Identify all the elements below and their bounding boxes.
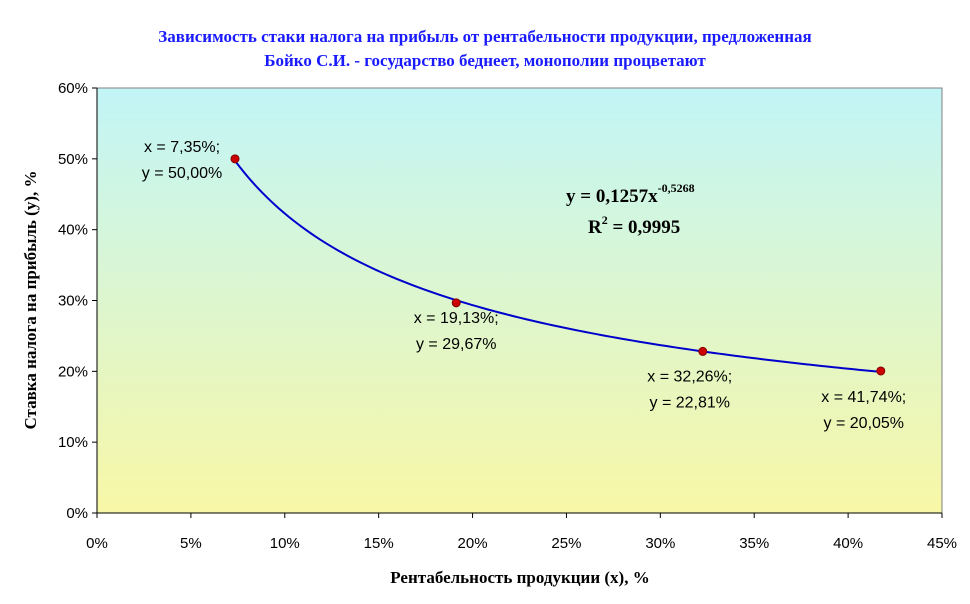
data-labels: x = 7,35%; y = 50,00% x = 19,13%; y = 29,67… <box>142 139 906 432</box>
data-label: y = 22,81% <box>650 394 731 411</box>
y-tick-label: 40% <box>58 222 88 239</box>
trend-r2: R2 = 0,9995 <box>588 213 680 238</box>
data-point <box>698 346 708 356</box>
chart-title-line-2: Бойко С.И. - государство беднеет, монопо… <box>264 51 706 70</box>
y-axis-title: Ставка налога на прибыль (y), % <box>21 171 40 430</box>
data-points <box>230 154 886 376</box>
y-tick-label: 60% <box>58 80 88 97</box>
y-tick-label: 0% <box>66 505 88 522</box>
x-tick-label: 45% <box>927 535 957 552</box>
trendline <box>234 160 881 373</box>
r2-power: 2 <box>602 213 608 227</box>
x-axis-ticks: 0% 5% 10% 15% 20% 25% 30% 35% 40% 45% <box>86 513 957 552</box>
x-tick-label: 35% <box>739 535 769 552</box>
data-label: y = 50,00% <box>142 165 223 182</box>
x-tick-label: 15% <box>364 535 394 552</box>
x-tick-label: 5% <box>180 535 202 552</box>
data-label: x = 19,13%; <box>414 310 499 327</box>
x-tick-label: 25% <box>551 535 581 552</box>
plot-area <box>96 87 943 514</box>
data-label: x = 7,35%; <box>144 139 220 156</box>
trend-equation-exponent: -0,5268 <box>658 181 695 195</box>
x-tick-label: 20% <box>458 535 488 552</box>
r2-value: = 0,9995 <box>608 217 681 238</box>
y-tick-label: 10% <box>58 434 88 451</box>
y-axis-ticks: 0% 10% 20% 30% 40% 50% 60% <box>58 80 97 522</box>
data-label: x = 32,26%; <box>647 368 732 385</box>
data-label: y = 20,05% <box>824 415 905 432</box>
data-point <box>451 298 461 308</box>
x-tick-label: 30% <box>645 535 675 552</box>
y-tick-label: 30% <box>58 293 88 310</box>
x-tick-label: 40% <box>833 535 863 552</box>
trend-equation: y = 0,1257x-0,5268 <box>566 181 695 207</box>
data-label: x = 41,74%; <box>821 389 906 406</box>
trend-equation-base: y = 0,1257x <box>566 186 658 207</box>
data-point <box>230 154 240 164</box>
r2-prefix: R <box>588 217 602 238</box>
x-axis-title: Рентабельность продукции (x), % <box>390 568 649 587</box>
y-tick-label: 50% <box>58 151 88 168</box>
x-tick-label: 10% <box>270 535 300 552</box>
data-point <box>876 366 886 376</box>
data-label: y = 29,67% <box>416 336 497 353</box>
chart-title-line-1: Зависимость стаки налога на прибыль от р… <box>158 27 811 46</box>
y-tick-label: 20% <box>58 363 88 380</box>
x-tick-label: 0% <box>86 535 108 552</box>
